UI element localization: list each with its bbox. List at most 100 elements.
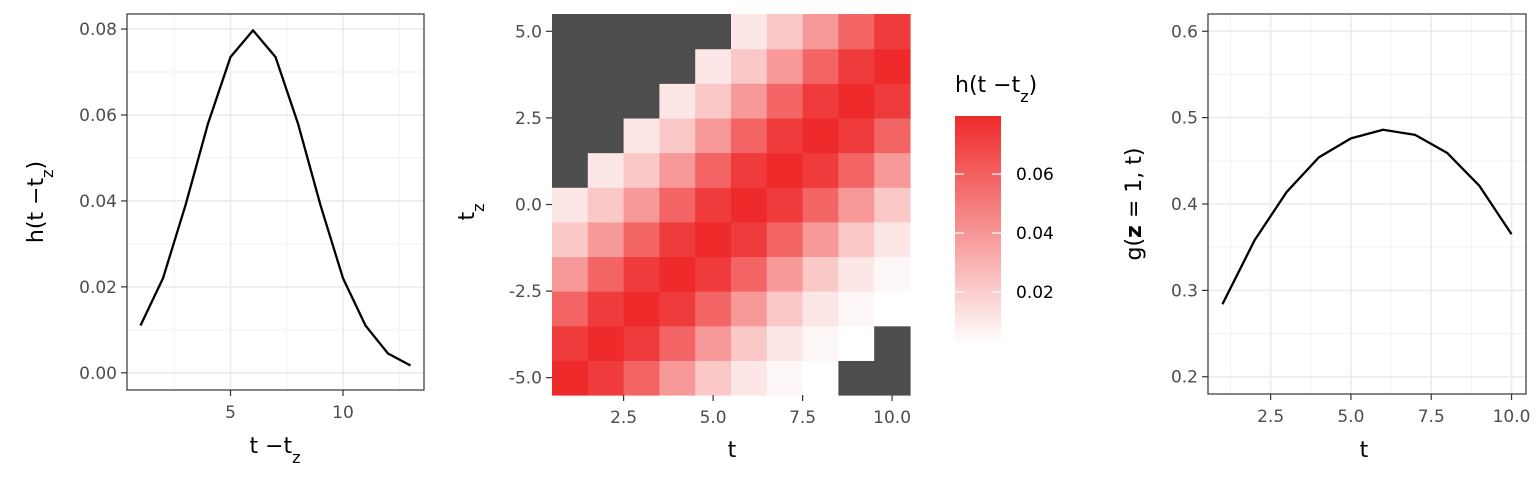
heatmap-cell [838, 48, 875, 84]
heatmap-cell [659, 256, 696, 292]
heatmap-cell [874, 360, 911, 396]
heatmap-cell [552, 48, 589, 84]
lag-kernel-panel: 5 100.000.020.040.060.08 t −tz h(t −tz) [24, 13, 425, 467]
legend-tick-label: 0.02 [1016, 283, 1054, 303]
panel2-y-title-main: t [455, 212, 480, 221]
panel3-y-title: g(z = 1, t) [1122, 148, 1147, 261]
heatmap-cell [838, 360, 875, 396]
heatmap-cell [695, 187, 732, 223]
heatmap-cell [623, 256, 660, 292]
heatmap-cell [838, 14, 875, 50]
heatmap-cell [659, 360, 696, 396]
panel1-y-tick-label: 0.00 [79, 364, 117, 384]
heatmap-cell [552, 83, 589, 119]
panel2-y-tick-label: -5.0 [509, 369, 542, 389]
heatmap-cell [731, 152, 768, 188]
heatmap-cell [587, 83, 625, 119]
panel1-grid [127, 14, 424, 390]
heatmap-cell [623, 291, 660, 327]
heatmap-cell [766, 187, 804, 223]
panel2-y-tick-label: 0.0 [515, 196, 542, 216]
heatmap-cell [838, 117, 875, 154]
heatmap-cell [659, 325, 696, 361]
panel3-x-tick-label: 5.0 [1337, 407, 1364, 427]
heatmap-cell [802, 291, 839, 327]
panel2-x-tick-label: 2.5 [610, 408, 637, 428]
heatmap-cell [587, 48, 625, 84]
heatmap-cell [802, 152, 839, 188]
heatmap-cell [623, 221, 660, 258]
heatmap-cell [587, 360, 625, 396]
heatmap-cell [766, 221, 804, 258]
panel1-x-title-sub: z [292, 448, 300, 467]
heatmap-cell [659, 117, 696, 154]
panel2-y-tick-label: 2.5 [515, 109, 542, 129]
heatmap-cell [766, 48, 804, 84]
heatmap-cell [552, 360, 589, 396]
heatmap-cell [587, 14, 625, 50]
legend-title-sub: z [1020, 87, 1028, 106]
panel1-x-title: t −tz [249, 434, 300, 467]
panel3-y-tick-label: 0.2 [1171, 368, 1198, 388]
panel1-axes: 5 10 0.00 0.02 0.04 0.06 0.08 [79, 20, 354, 423]
heatmap-cell [838, 256, 875, 292]
heatmap-cell [874, 83, 911, 119]
heatmap-cell [874, 291, 911, 327]
panel1-y-title-sub: z [38, 169, 57, 177]
panel2-x-title: t [728, 438, 737, 463]
heatmap-cell [731, 221, 768, 258]
heatmap-cell [874, 325, 911, 361]
heatmap-cell [623, 83, 660, 119]
heatmap-cell [838, 291, 875, 327]
panel1-y-title-main: h(t −t [24, 178, 49, 244]
legend-colorbar [955, 116, 1001, 346]
heatmap-cell [587, 256, 625, 292]
heatmap-cell [623, 325, 660, 361]
panel3-y-title-rest: = 1, t) [1122, 148, 1147, 226]
panel3-x-title: t [1360, 438, 1369, 463]
legend-title-close: ) [1029, 73, 1038, 98]
heatmap-cell [659, 221, 696, 258]
panel3-grid [1208, 14, 1526, 394]
heatmap-cell [874, 48, 911, 84]
heatmap-cell [552, 14, 589, 50]
heatmap-cell [552, 187, 589, 223]
heatmap-cell [695, 14, 732, 50]
heatmap-cell [587, 221, 625, 258]
heatmap-cell [659, 14, 696, 50]
panel1-y-tick-label: 0.06 [79, 106, 117, 126]
heatmap-cell [802, 360, 839, 396]
heatmap-cell [659, 48, 696, 84]
panel2-y-tick-label: 5.0 [515, 22, 542, 42]
heatmap-cell [623, 152, 660, 188]
heatmap-cell [695, 152, 732, 188]
legend-tick-label: 0.06 [1016, 165, 1054, 185]
heatmap-cell [838, 221, 875, 258]
heatmap-legend: h(t −tz) 0.02 0.04 0.06 [955, 73, 1054, 346]
g-function-panel: 2.5 5.0 7.5 10.0 0.2 0.3 0.4 0.5 0.6 t g(z = 1, … [1122, 13, 1531, 463]
panel3-x-tick-label: 10.0 [1493, 407, 1531, 427]
heatmap-cell [552, 221, 589, 258]
heatmap-cell [874, 187, 911, 223]
heatmap-cell [552, 152, 589, 188]
panel3-y-tick-label: 0.3 [1171, 281, 1198, 301]
panel1-series [139, 29, 412, 367]
heatmap-cell [623, 14, 660, 50]
panel1-border [126, 13, 425, 391]
panel1-y-title-close: ) [24, 161, 49, 170]
heatmap-cell [874, 117, 911, 154]
panel3-y-tick-label: 0.6 [1171, 22, 1198, 42]
heatmap-cell [766, 325, 804, 361]
heatmap-cell [695, 256, 732, 292]
heatmap-cell [731, 117, 768, 154]
panel1-line [139, 29, 412, 367]
heatmap-cell [659, 187, 696, 223]
heatmap-cell [587, 291, 625, 327]
heatmap-cells [552, 14, 911, 396]
heatmap-cell [766, 117, 804, 154]
panel1-y-tick-label: 0.08 [79, 20, 117, 40]
heatmap-cell [695, 221, 732, 258]
heatmap-cell [695, 117, 732, 154]
heatmap-cell [802, 83, 839, 119]
